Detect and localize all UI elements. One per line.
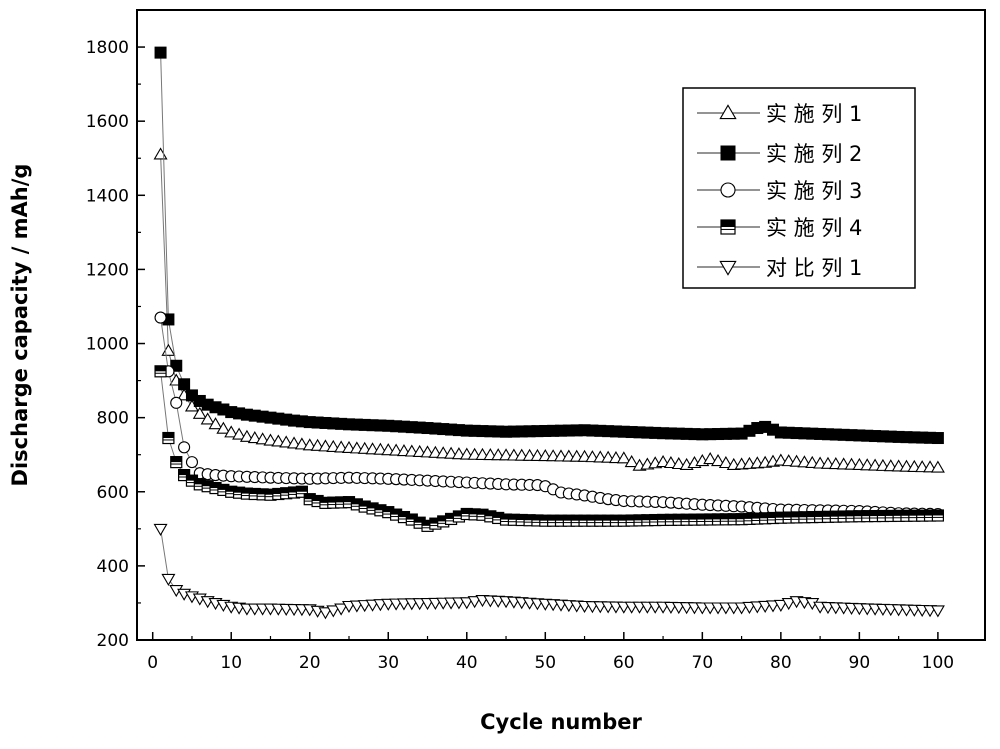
y-tick-label: 200 xyxy=(97,631,129,651)
data-point xyxy=(170,396,183,409)
y-tick-label: 1200 xyxy=(86,260,129,280)
x-tick-label: 80 xyxy=(770,653,792,673)
data-point xyxy=(467,596,482,609)
data-point xyxy=(192,406,207,419)
y-tick-label: 1800 xyxy=(86,38,129,58)
legend-label: 实 施 列 2 xyxy=(766,142,862,166)
x-tick-label: 0 xyxy=(147,653,158,673)
legend-item: 对 比 列 1 xyxy=(697,256,862,280)
x-tick-label: 70 xyxy=(692,653,714,673)
y-tick-label: 1000 xyxy=(86,335,129,355)
legend-label: 对 比 列 1 xyxy=(766,256,862,280)
legend-marker xyxy=(720,145,736,161)
x-axis: 0 10 20 30 40 50 60 70 80 90 100 xyxy=(147,632,954,673)
legend-item: 实 施 列 4 xyxy=(697,216,862,240)
y-tick-label: 800 xyxy=(97,409,129,429)
series-2 xyxy=(154,46,944,445)
series-5 xyxy=(153,523,945,620)
data-point xyxy=(718,455,733,469)
data-point xyxy=(624,454,639,468)
data-point xyxy=(326,605,341,618)
x-axis-title: Cycle number xyxy=(480,710,642,734)
data-point xyxy=(185,456,199,469)
y-tick-label: 1600 xyxy=(86,112,129,132)
data-point xyxy=(224,425,239,438)
data-point xyxy=(773,599,788,612)
data-point xyxy=(931,432,944,445)
data-point xyxy=(279,435,294,448)
data-point xyxy=(930,460,945,473)
data-point xyxy=(255,432,270,445)
x-tick-label: 60 xyxy=(613,653,635,673)
series-4 xyxy=(154,365,944,532)
x-tick-label: 90 xyxy=(849,653,871,673)
legend-marker xyxy=(719,104,737,120)
data-point xyxy=(154,365,167,378)
legend-label: 实 施 列 1 xyxy=(766,102,862,126)
legend-item: 实 施 列 1 xyxy=(697,102,862,126)
x-tick-label: 100 xyxy=(922,653,954,673)
data-point xyxy=(216,421,231,434)
data-point xyxy=(671,456,686,470)
data-point xyxy=(161,573,176,587)
y-tick-label: 400 xyxy=(97,557,129,577)
data-point xyxy=(153,147,168,160)
data-point xyxy=(287,436,302,449)
data-point xyxy=(263,433,278,446)
data-point xyxy=(208,417,223,430)
data-point xyxy=(178,441,191,454)
data-point xyxy=(318,607,333,620)
y-axis-title: Discharge capacity / mAh/g xyxy=(8,164,32,487)
x-tick-label: 20 xyxy=(299,653,321,673)
data-point xyxy=(616,451,631,464)
legend-item: 实 施 列 3 xyxy=(697,179,862,203)
data-point xyxy=(459,597,474,610)
data-point xyxy=(170,456,183,469)
y-axis: 200 400 600 800 1000 1200 1400 1600 1800 xyxy=(86,38,145,651)
plot-frame xyxy=(136,9,986,641)
data-point xyxy=(232,427,247,440)
data-point xyxy=(656,454,671,468)
series-line xyxy=(160,371,938,527)
y-tick-label: 600 xyxy=(97,483,129,503)
legend-marker xyxy=(720,219,736,235)
legend-marker xyxy=(719,260,737,276)
data-point xyxy=(294,437,309,450)
x-tick-label: 50 xyxy=(534,653,556,673)
data-point xyxy=(247,431,262,444)
data-point xyxy=(931,509,944,522)
data-point xyxy=(153,523,168,536)
series-layer xyxy=(153,46,945,620)
data-point xyxy=(154,46,167,59)
data-point xyxy=(154,311,167,324)
data-point xyxy=(178,378,191,391)
data-point xyxy=(200,412,215,425)
x-tick-label: 30 xyxy=(377,653,399,673)
legend-item: 实 施 列 2 xyxy=(697,142,862,166)
legend: 实 施 列 1 实 施 列 2 实 施 列 3 实 施 列 4 对 比 列 1 xyxy=(682,87,916,289)
legend-label: 实 施 列 4 xyxy=(766,216,862,240)
x-tick-label: 10 xyxy=(220,653,242,673)
data-point xyxy=(703,452,718,465)
legend-marker xyxy=(720,182,736,198)
data-point xyxy=(663,455,678,469)
x-tick-label: 40 xyxy=(456,653,478,673)
data-point xyxy=(239,429,254,442)
y-tick-label: 1400 xyxy=(86,186,129,206)
data-point xyxy=(711,453,726,467)
data-point xyxy=(781,597,796,611)
data-point xyxy=(334,603,349,616)
data-point xyxy=(162,431,175,445)
series-1 xyxy=(153,147,945,473)
legend-label: 实 施 列 3 xyxy=(766,179,862,203)
data-point xyxy=(271,434,286,447)
data-point xyxy=(930,605,945,618)
